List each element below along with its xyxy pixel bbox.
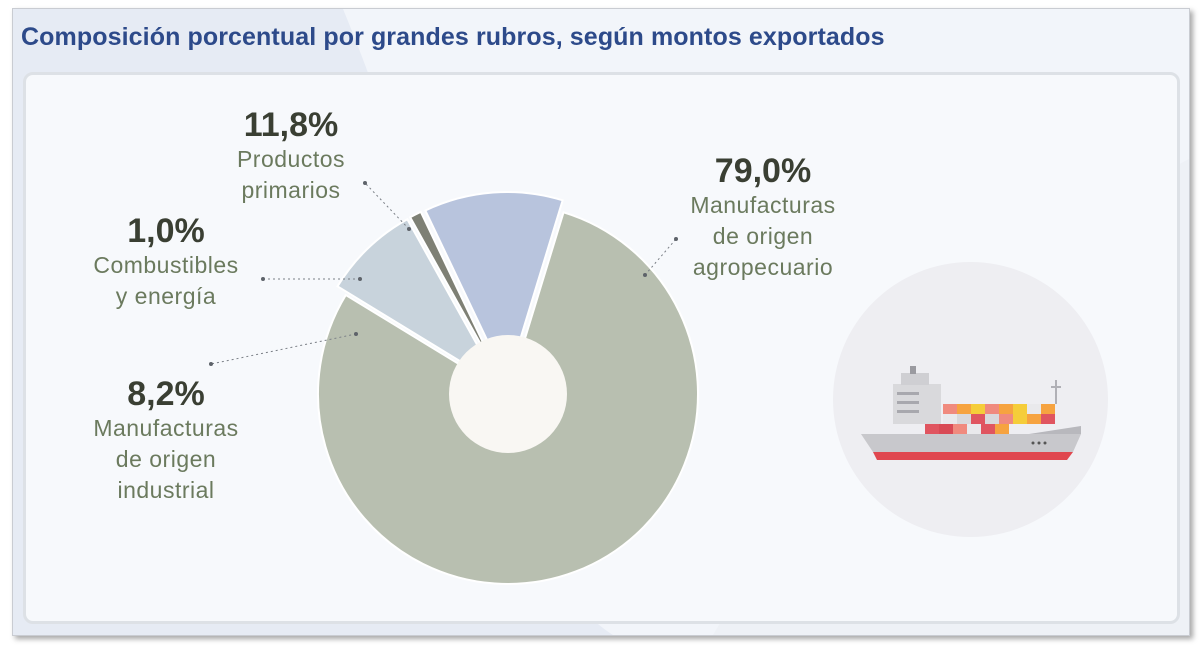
leader-dot-ce-0 — [261, 277, 265, 281]
cargo-ship-icon — [861, 366, 1081, 460]
label-ce-value: 1,0% — [127, 212, 205, 250]
slice-ce — [408, 210, 504, 384]
leader-dot-moi-1 — [209, 362, 213, 366]
slice-pp — [424, 191, 564, 385]
label-moi-line3: industrial — [117, 477, 215, 503]
label-pp: 11,8% Productos primarios — [201, 106, 381, 206]
label-ce-line1: Combustibles — [93, 252, 239, 278]
ship-badge — [833, 262, 1108, 537]
label-pp-value: 11,8% — [243, 106, 339, 144]
leader-dot-ce-1 — [358, 277, 362, 281]
label-ce-line2: y energía — [115, 283, 217, 309]
donut-chart — [209, 181, 699, 585]
label-moa-line1: Manufacturas — [690, 192, 836, 218]
leader-dot-moi-0 — [354, 332, 358, 336]
leader-dot-pp-1 — [363, 181, 367, 185]
label-moi-value: 8,2% — [127, 375, 205, 413]
label-moa-line2: de origen — [712, 223, 814, 249]
leader-dot-moa-1 — [674, 237, 678, 241]
label-moa-value: 79,0% — [714, 152, 812, 190]
leader-dot-pp-0 — [407, 227, 411, 231]
chart-frame: Composición porcentual por grandes rubro… — [12, 8, 1190, 636]
slice-moi — [336, 217, 503, 389]
label-moi-line1: Manufacturas — [93, 415, 239, 441]
label-ce: 1,0% Combustibles y energía — [76, 212, 256, 312]
label-pp-line2: primarios — [241, 177, 341, 203]
label-moi-line2: de origen — [115, 446, 217, 472]
donut-hole — [449, 335, 567, 453]
leader-dot-moa-0 — [643, 273, 647, 277]
leader-line-pp — [364, 182, 410, 230]
label-moa: 79,0% Manufacturas de origen agropecuari… — [673, 152, 853, 283]
label-moa-line3: agropecuario — [692, 254, 834, 280]
label-moi: 8,2% Manufacturas de origen industrial — [76, 375, 256, 506]
chart-title: Composición porcentual por grandes rubro… — [21, 23, 885, 51]
label-pp-line1: Productos — [236, 146, 346, 172]
